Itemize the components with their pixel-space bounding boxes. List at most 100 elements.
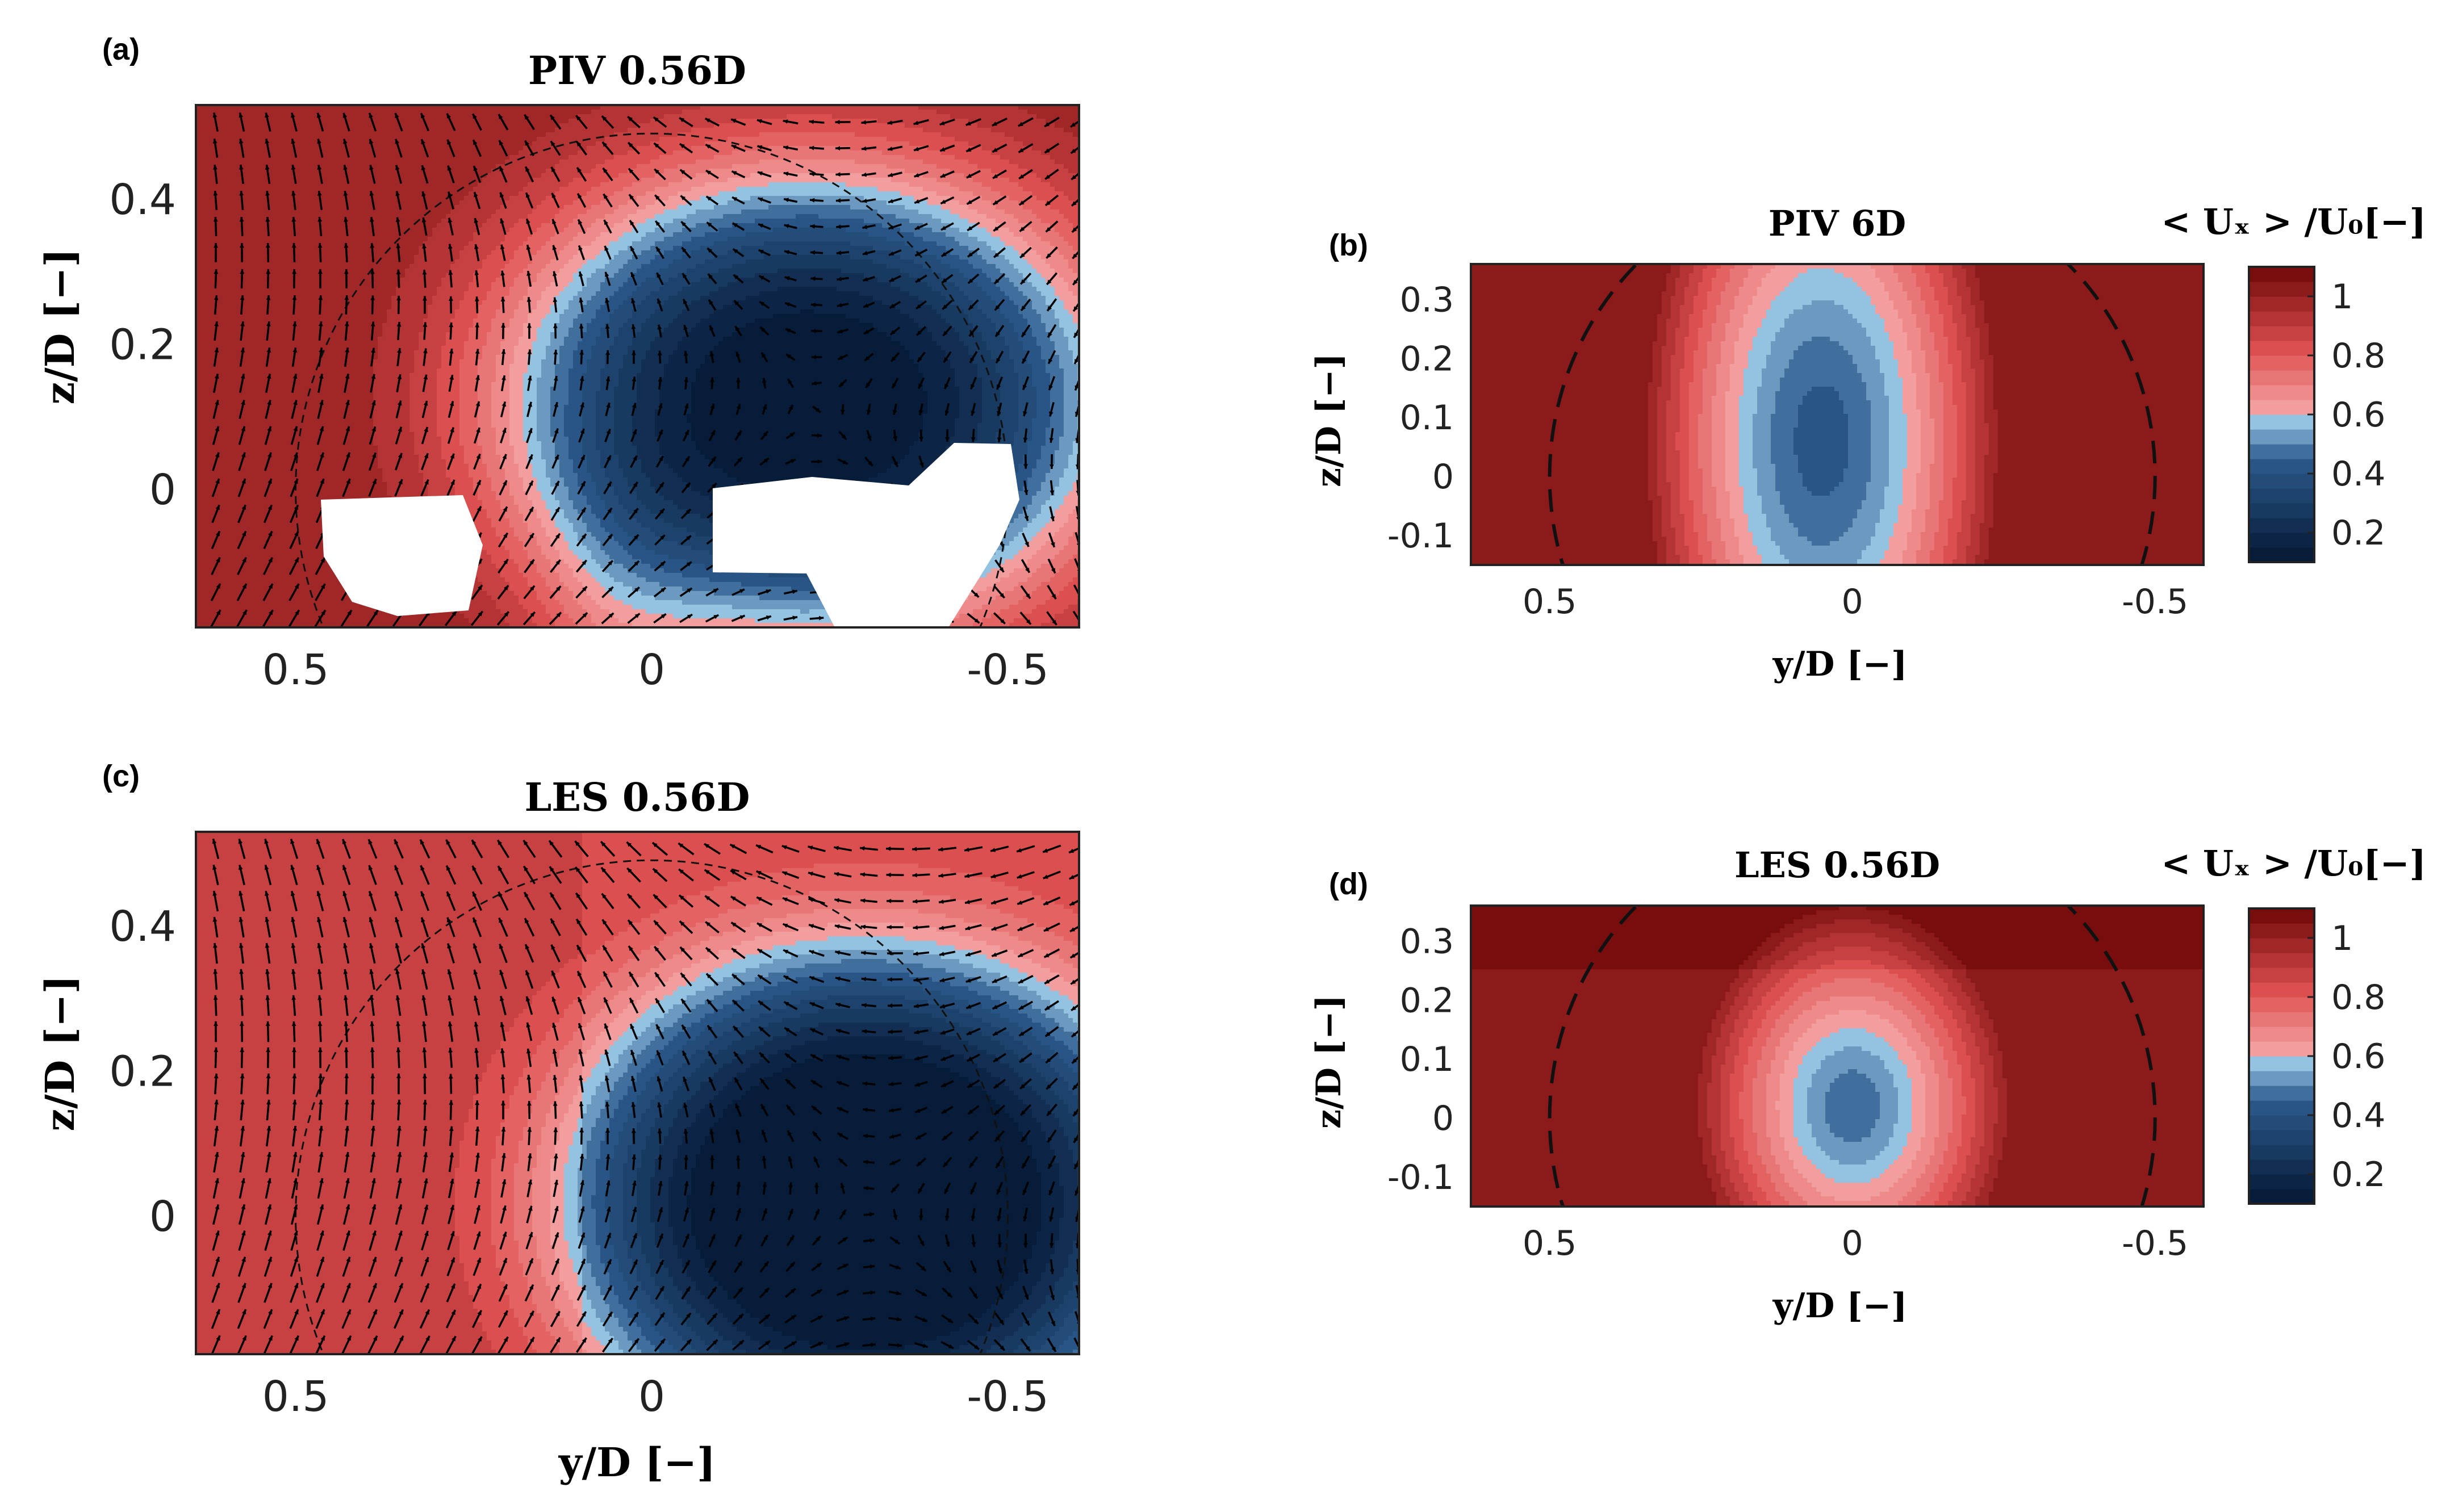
panel-a-cell	[855, 146, 860, 151]
panel-a-cell	[432, 141, 437, 146]
panel-a-cell	[823, 182, 828, 187]
panel-a-cell	[573, 132, 578, 137]
panel-a-cell	[709, 210, 714, 215]
panel-a-cell	[755, 110, 760, 115]
panel-a-cell	[877, 123, 883, 128]
panel-a-cell	[850, 114, 855, 119]
panel-a-cell	[932, 210, 937, 215]
panel-a-cell	[977, 155, 982, 160]
panel-a-cell	[800, 123, 805, 128]
panel-a-cell	[287, 191, 292, 196]
panel-a-cell	[628, 164, 633, 169]
panel-a-cell	[1005, 150, 1010, 156]
panel-a-cell	[850, 173, 855, 178]
panel-a-cell	[791, 160, 796, 165]
panel-a-cell	[219, 219, 224, 224]
panel-a-cell	[723, 155, 728, 160]
panel-a-cell	[750, 155, 755, 160]
panel-a-cell	[673, 191, 678, 196]
panel-a-cell	[955, 164, 960, 169]
panel-a-cell	[260, 119, 265, 124]
panel-a-cell	[210, 205, 215, 210]
panel-a-cell	[568, 200, 574, 206]
panel-a-cell	[478, 164, 483, 169]
panel-a-cell	[927, 132, 933, 137]
panel-a-cell	[469, 196, 474, 201]
panel-a-cell	[414, 200, 419, 206]
panel-a-cell	[1005, 178, 1010, 183]
panel-a-cell	[387, 110, 392, 115]
panel-a-cell	[514, 205, 519, 210]
panel-a-cell	[668, 200, 674, 206]
panel-a-cell	[455, 150, 460, 156]
panel-a-cell	[237, 210, 242, 215]
panel-a-cell	[1032, 191, 1037, 196]
panel-a-cell	[655, 110, 660, 115]
panel-a-cell	[977, 187, 982, 192]
panel-a-cell	[1036, 128, 1042, 133]
panel-a-cell	[1064, 205, 1069, 210]
panel-a-cell	[1000, 182, 1005, 187]
panel-a-cell	[764, 205, 769, 210]
panel-a-cell	[273, 182, 278, 187]
panel-a-cell	[387, 182, 392, 187]
panel-a-cell	[273, 160, 278, 165]
panel-a-cell	[887, 137, 892, 142]
panel-a-cell	[278, 160, 283, 165]
panel-a-cell	[955, 132, 960, 137]
panel-a-cell	[310, 219, 315, 224]
panel-a-cell	[664, 164, 669, 169]
panel-a-cell	[387, 173, 392, 178]
panel-a-cell	[900, 210, 905, 215]
panel-a-cell	[805, 110, 810, 115]
panel-a-cell	[223, 205, 228, 210]
panel-a-cell	[678, 137, 683, 142]
panel-a-cell	[882, 128, 887, 133]
panel-a-cell	[523, 146, 528, 151]
panel-a-cell	[246, 128, 251, 133]
panel-a-cell	[432, 196, 437, 201]
panel-a-cell	[532, 191, 537, 196]
panel-a-cell	[973, 214, 978, 219]
panel-a-cell	[487, 210, 492, 215]
panel-a-cell	[1036, 200, 1042, 206]
panel-a-cell	[700, 137, 705, 142]
panel-a-cell	[459, 146, 465, 151]
panel-a-cell	[705, 178, 710, 183]
panel-a-cell	[514, 200, 519, 206]
panel-a-cell	[446, 150, 451, 156]
panel-a-cell	[496, 173, 501, 178]
panel-a-cell	[618, 178, 624, 183]
panel-a-cell	[859, 114, 864, 119]
panel-a-cell	[1009, 205, 1014, 210]
panel-a-cell	[973, 164, 978, 169]
panel-a-cell	[573, 110, 578, 115]
panel-a-cell	[682, 191, 687, 196]
panel-a-cell	[782, 110, 787, 115]
panel-a-cell	[668, 164, 674, 169]
panel-a-cell	[628, 214, 633, 219]
panel-a-cell	[528, 132, 533, 137]
panel-a-cell	[918, 178, 923, 183]
panel-a-cell	[323, 110, 328, 115]
panel-a-cell	[446, 210, 451, 215]
panel-a-cell	[718, 155, 724, 160]
panel-a-cell	[905, 132, 910, 137]
panel-a-cell	[1046, 155, 1051, 160]
panel-a-cell	[1005, 128, 1010, 133]
panel-a-cell	[382, 219, 387, 224]
panel-a-cell	[755, 173, 760, 178]
panel-a-cell	[777, 132, 783, 137]
panel-a-cell	[459, 123, 465, 128]
panel-a-cell	[650, 200, 655, 206]
panel-a-cell	[568, 214, 574, 219]
panel-a-cell	[1055, 205, 1060, 210]
panel-a-cell	[950, 187, 955, 192]
panel-a-cell	[287, 141, 292, 146]
panel-a-cell	[909, 169, 914, 174]
panel-a-cell	[578, 178, 583, 183]
panel-a-cell	[1032, 178, 1037, 183]
panel-a-cell	[409, 169, 415, 174]
panel-a-cell	[219, 141, 224, 146]
panel-a-cell	[1046, 128, 1051, 133]
